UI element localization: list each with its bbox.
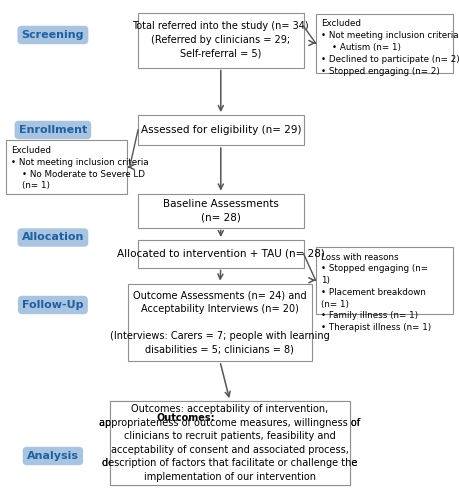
Text: Follow-Up: Follow-Up bbox=[22, 300, 84, 310]
Text: Enrollment: Enrollment bbox=[19, 125, 87, 135]
Text: Allocated to intervention + TAU (n= 28): Allocated to intervention + TAU (n= 28) bbox=[117, 248, 324, 259]
FancyBboxPatch shape bbox=[138, 12, 303, 68]
Text: Loss with reasons
• Stopped engaging (n=
1)
• Placement breakdown
(n= 1)
• Famil: Loss with reasons • Stopped engaging (n=… bbox=[320, 252, 431, 332]
Text: Excluded
• Not meeting inclusion criteria
    • Autism (n= 1)
• Declined to part: Excluded • Not meeting inclusion criteri… bbox=[320, 20, 459, 76]
Text: Total referred into the study (n= 34)
(Referred by clinicians = 29;
Self-referra: Total referred into the study (n= 34) (R… bbox=[132, 22, 308, 59]
Text: Outcomes: acceptability of intervention,
appropriateness of outcome measures, wi: Outcomes: acceptability of intervention,… bbox=[99, 404, 360, 482]
Text: Outcomes:: Outcomes: bbox=[156, 412, 215, 422]
Text: Outcome Assessments (n= 24) and
Acceptability Interviews (n= 20)

(Interviews: C: Outcome Assessments (n= 24) and Acceptab… bbox=[110, 290, 329, 354]
Text: Excluded
• Not meeting inclusion criteria
    • No Moderate to Severe LD
    (n=: Excluded • Not meeting inclusion criteri… bbox=[11, 146, 148, 190]
FancyBboxPatch shape bbox=[128, 284, 311, 361]
Text: Assessed for eligibility (n= 29): Assessed for eligibility (n= 29) bbox=[140, 125, 300, 135]
FancyBboxPatch shape bbox=[138, 194, 303, 228]
FancyBboxPatch shape bbox=[315, 246, 452, 314]
FancyBboxPatch shape bbox=[315, 14, 452, 72]
FancyBboxPatch shape bbox=[138, 240, 303, 268]
Text: Screening: Screening bbox=[22, 30, 84, 40]
Text: Baseline Assessments
(n= 28): Baseline Assessments (n= 28) bbox=[162, 198, 278, 222]
Text: Outcomes:: Outcomes: bbox=[156, 412, 215, 422]
FancyBboxPatch shape bbox=[110, 401, 349, 485]
Text: Outcomes: acceptability of intervention,
appropriateness of outcome measures, wi: Outcomes: acceptability of intervention,… bbox=[99, 404, 360, 482]
FancyBboxPatch shape bbox=[138, 115, 303, 145]
FancyBboxPatch shape bbox=[110, 401, 349, 485]
Text: Outcomes:: Outcomes: bbox=[157, 412, 216, 422]
Text: Analysis: Analysis bbox=[27, 451, 79, 461]
FancyBboxPatch shape bbox=[6, 140, 127, 194]
Text: Allocation: Allocation bbox=[22, 232, 84, 242]
